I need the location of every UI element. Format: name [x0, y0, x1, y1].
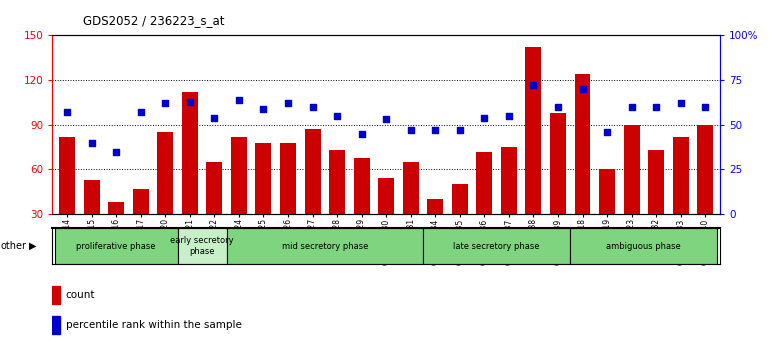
Bar — [624, 125, 640, 214]
Point — [625, 104, 638, 110]
Text: percentile rank within the sample: percentile rank within the sample — [65, 320, 242, 330]
Bar — [206, 162, 223, 214]
Point — [356, 131, 368, 137]
Point — [601, 129, 613, 135]
Bar — [59, 137, 75, 214]
Text: late secretory phase: late secretory phase — [454, 241, 540, 251]
Text: proliferative phase: proliferative phase — [76, 241, 156, 251]
Bar — [574, 74, 591, 214]
Point — [135, 109, 147, 115]
Point — [61, 109, 73, 115]
Bar — [477, 152, 492, 214]
Point — [675, 101, 687, 106]
Bar — [84, 180, 99, 214]
Bar — [525, 47, 541, 214]
Point — [159, 101, 172, 106]
Bar — [599, 170, 615, 214]
Bar — [329, 150, 345, 214]
Point — [282, 101, 294, 106]
Point — [650, 104, 662, 110]
Bar — [305, 129, 320, 214]
Point — [429, 127, 441, 133]
Bar — [178, 228, 226, 264]
Point — [552, 104, 564, 110]
Bar — [157, 132, 173, 214]
Point — [380, 116, 392, 122]
Bar — [182, 92, 198, 214]
Text: GDS2052 / 236223_s_at: GDS2052 / 236223_s_at — [83, 14, 225, 27]
Point — [233, 97, 245, 103]
Bar — [698, 125, 713, 214]
Point — [183, 99, 196, 104]
Bar — [673, 137, 688, 214]
Bar — [132, 189, 149, 214]
Text: ambiguous phase: ambiguous phase — [607, 241, 681, 251]
Point — [306, 104, 319, 110]
Bar — [571, 228, 718, 264]
Point — [85, 140, 98, 145]
Point — [208, 115, 220, 120]
Bar — [452, 184, 467, 214]
Bar — [52, 286, 60, 304]
Point — [331, 113, 343, 119]
Point — [404, 127, 417, 133]
Bar — [403, 162, 419, 214]
Bar — [501, 147, 517, 214]
Point — [454, 127, 466, 133]
Bar — [52, 316, 60, 334]
Bar — [226, 228, 423, 264]
Point — [257, 106, 270, 112]
Bar — [256, 143, 271, 214]
Bar — [427, 199, 444, 214]
Bar — [55, 228, 178, 264]
Text: other: other — [1, 241, 27, 251]
Point — [478, 115, 490, 120]
Bar — [280, 143, 296, 214]
Text: early secretory
phase: early secretory phase — [170, 236, 234, 256]
Bar — [550, 113, 566, 214]
Bar — [109, 202, 124, 214]
Text: mid secretory phase: mid secretory phase — [282, 241, 368, 251]
Bar — [378, 178, 394, 214]
Text: count: count — [65, 290, 95, 300]
Point — [699, 104, 711, 110]
Point — [576, 86, 588, 92]
Bar — [231, 137, 247, 214]
Text: ▶: ▶ — [29, 241, 37, 251]
Point — [110, 149, 122, 154]
Bar — [648, 150, 664, 214]
Point — [527, 82, 540, 88]
Bar — [423, 228, 571, 264]
Bar — [353, 158, 370, 214]
Point — [503, 113, 515, 119]
